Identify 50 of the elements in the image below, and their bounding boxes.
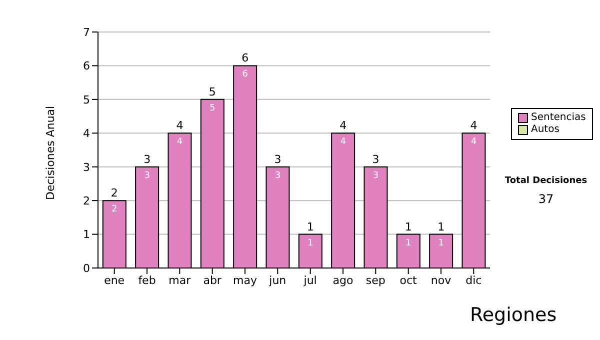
y-tick-label: 5 — [83, 93, 90, 106]
y-tick-label: 1 — [83, 228, 90, 242]
total-label: 5 — [208, 85, 216, 98]
x-tick-label: nov — [430, 274, 452, 287]
data-label: 4 — [340, 137, 346, 148]
total-label: 6 — [242, 52, 249, 65]
y-tick-label: 2 — [83, 194, 90, 208]
y-tick-label: 4 — [83, 127, 90, 140]
data-label: 3 — [144, 170, 150, 181]
y-tick-label: 3 — [83, 160, 90, 174]
y-axis-title: Decisiones Anual — [44, 106, 57, 200]
x-tick-label: ene — [104, 274, 125, 287]
data-label: 4 — [176, 137, 183, 148]
data-label: 5 — [210, 103, 216, 114]
total-label: 4 — [340, 119, 347, 132]
x-tick-label: jul — [302, 274, 317, 287]
total-label: 1 — [404, 220, 412, 234]
x-tick-label: mar — [168, 274, 192, 287]
data-label: 1 — [438, 238, 444, 248]
data-label: 6 — [242, 70, 248, 80]
x-tick-label: feb — [138, 274, 156, 287]
text: 37 — [537, 192, 555, 206]
x-tick-label: may — [233, 274, 258, 287]
data-label: 3 — [372, 170, 379, 181]
y-tick-label: 6 — [83, 60, 90, 73]
data-label: 3 — [274, 170, 281, 181]
legend-label: Sentencias — [531, 112, 586, 124]
data-label: 2 — [112, 204, 118, 215]
y-tick-label: 0 — [83, 262, 90, 275]
total-label: 4 — [470, 119, 478, 132]
text: Total Decisiones — [504, 176, 588, 186]
x-tick-label: dic — [466, 274, 482, 287]
data-label: 4 — [470, 137, 477, 148]
x-tick-label: sep — [366, 274, 386, 287]
text: Regiones — [470, 304, 557, 326]
total-label: 3 — [274, 152, 282, 166]
x-tick-label: ago — [332, 274, 354, 287]
x-tick-label: oct — [400, 274, 418, 287]
y-tick-label: 7 — [83, 26, 90, 39]
legend-label: Autos — [531, 124, 560, 136]
total-label: 1 — [438, 220, 445, 234]
x-tick-label: abr — [203, 274, 222, 287]
data-label: 1 — [406, 238, 412, 248]
x-tick-label: jun — [268, 274, 286, 287]
data-label: 1 — [308, 238, 314, 248]
total-label: 1 — [306, 220, 314, 234]
total-label: 4 — [176, 119, 184, 132]
total-label: 3 — [372, 152, 380, 166]
total-label: 2 — [110, 186, 118, 200]
total-label: 3 — [144, 152, 151, 166]
